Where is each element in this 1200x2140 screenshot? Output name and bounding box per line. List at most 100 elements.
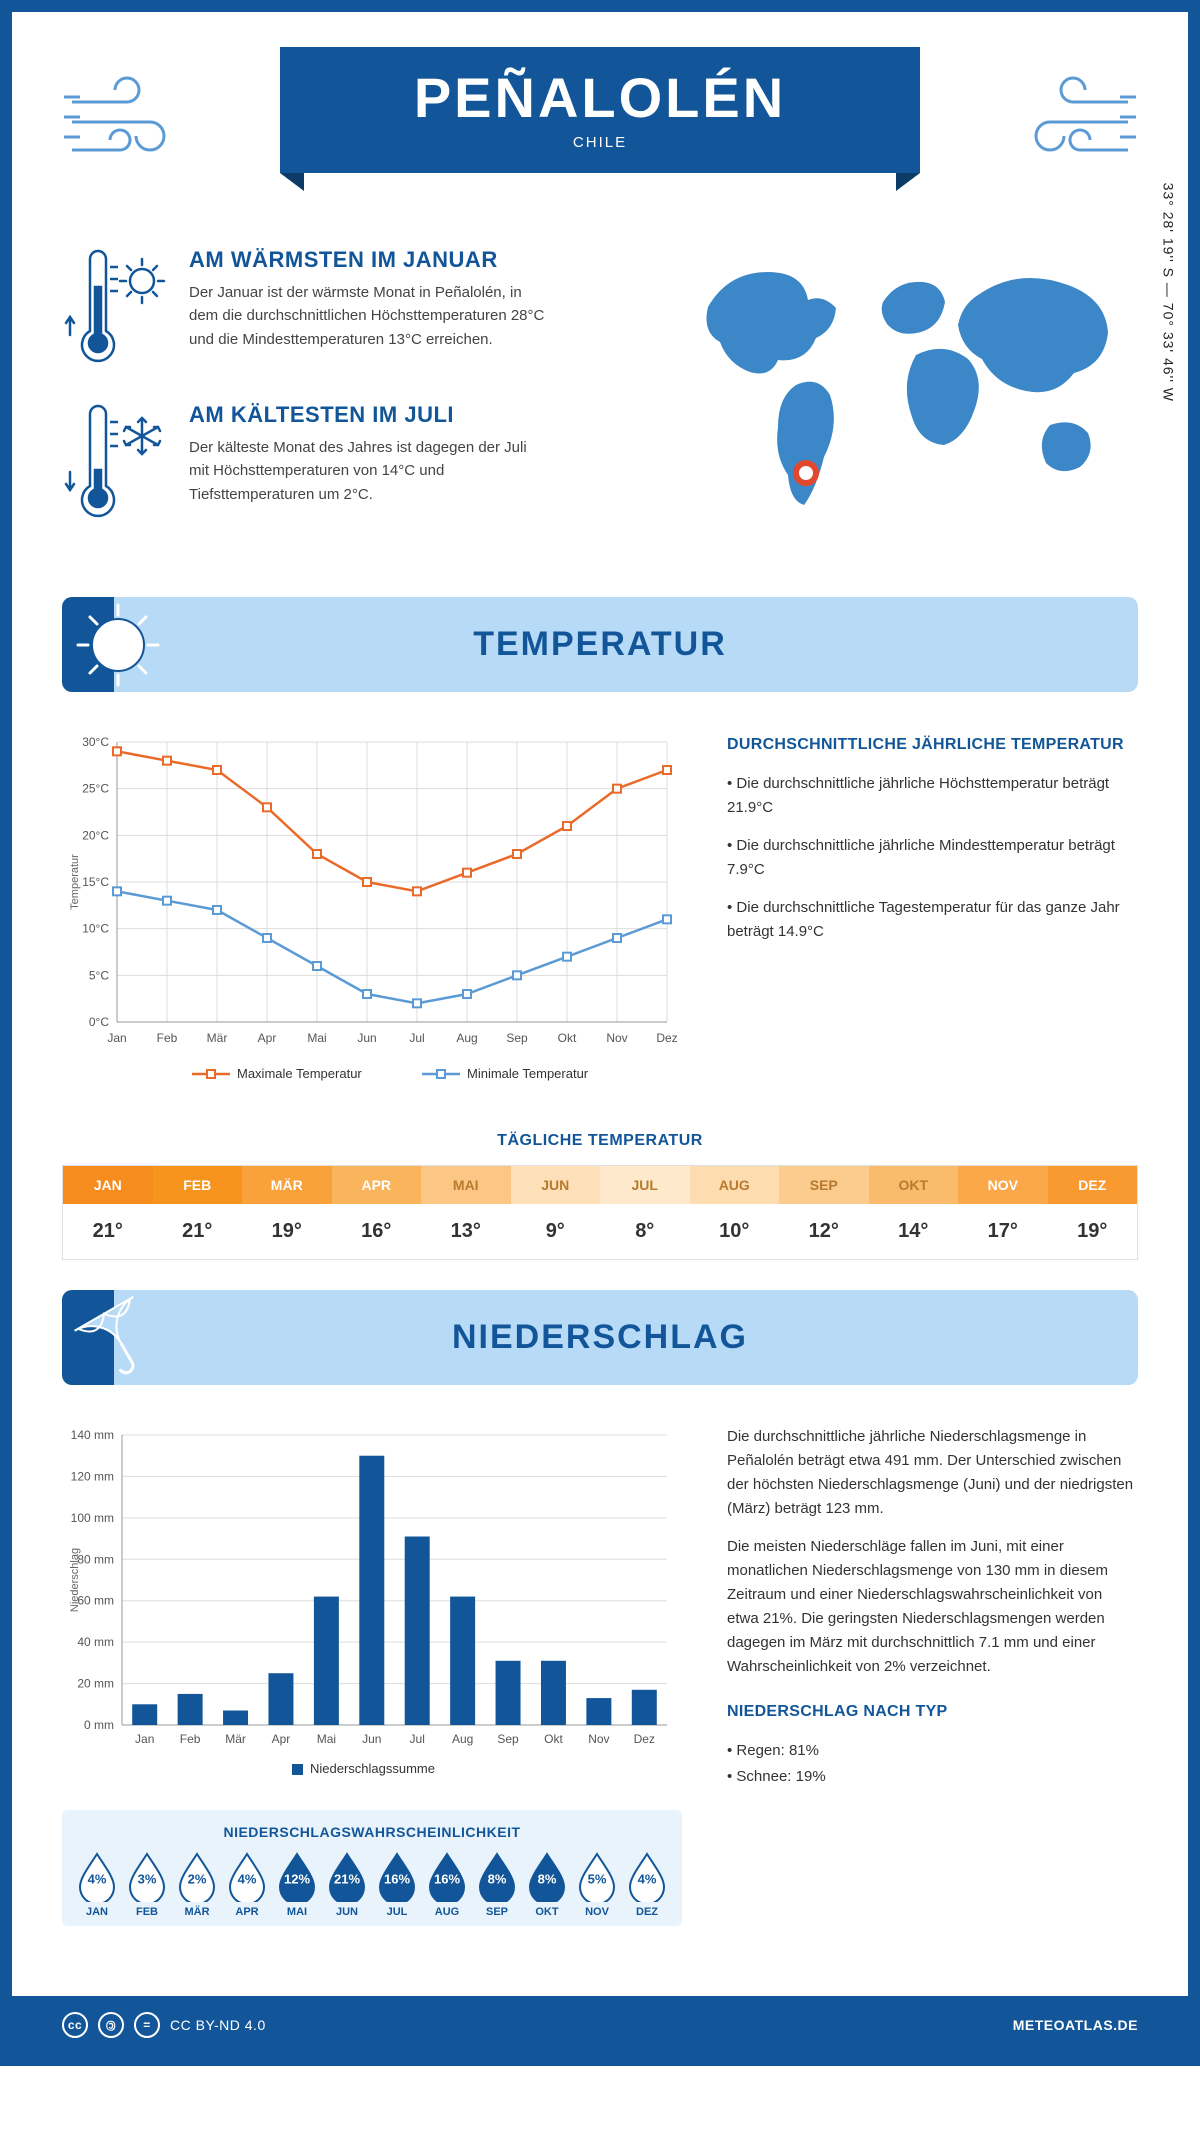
drop-icon: 21% bbox=[326, 1850, 368, 1902]
footer: cc 🄯 = CC BY-ND 4.0 METEOATLAS.DE bbox=[12, 1996, 1188, 2054]
svg-text:60 mm: 60 mm bbox=[77, 1594, 114, 1608]
svg-text:80 mm: 80 mm bbox=[77, 1552, 114, 1566]
svg-text:Nov: Nov bbox=[588, 1732, 609, 1746]
svg-text:Niederschlagssumme: Niederschlagssumme bbox=[310, 1761, 435, 1776]
site-name: METEOATLAS.DE bbox=[1013, 2017, 1138, 2033]
svg-text:140 mm: 140 mm bbox=[71, 1428, 114, 1442]
drop-icon: 4% bbox=[626, 1850, 668, 1902]
coldest-text: Der kälteste Monat des Jahres ist dagege… bbox=[189, 436, 549, 506]
prob-title: NIEDERSCHLAGSWAHRSCHEINLICHKEIT bbox=[72, 1824, 672, 1840]
temperature-line-chart: 0°C5°C10°C15°C20°C25°C30°CJanFebMärAprMa… bbox=[62, 732, 682, 1092]
title-ribbon: PEÑALOLÉN CHILE bbox=[280, 47, 920, 173]
svg-text:5°C: 5°C bbox=[89, 968, 109, 982]
drop-icon: 2% bbox=[176, 1850, 218, 1902]
svg-text:Apr: Apr bbox=[272, 1732, 291, 1746]
svg-text:Jan: Jan bbox=[107, 1031, 126, 1045]
svg-text:Minimale Temperatur: Minimale Temperatur bbox=[467, 1066, 589, 1081]
thermometer-cold-icon bbox=[62, 402, 167, 522]
svg-text:120 mm: 120 mm bbox=[71, 1469, 114, 1483]
world-map-wrap: 33° 28' 19'' S — 70° 33' 46'' W bbox=[678, 247, 1138, 557]
daily-temp-cell: FEB21° bbox=[153, 1166, 243, 1259]
daily-temp-cell: SEP12° bbox=[779, 1166, 869, 1259]
precip-paragraph: Die meisten Niederschläge fallen im Juni… bbox=[727, 1535, 1138, 1679]
coldest-block: AM KÄLTESTEN IM JULI Der kälteste Monat … bbox=[62, 402, 638, 522]
svg-text:0°C: 0°C bbox=[89, 1015, 109, 1029]
drop-icon: 4% bbox=[226, 1850, 268, 1902]
svg-text:Jul: Jul bbox=[409, 1031, 424, 1045]
drop-icon: 16% bbox=[376, 1850, 418, 1902]
precip-type-bullet: • Regen: 81% bbox=[727, 1739, 1138, 1763]
svg-text:Mär: Mär bbox=[225, 1732, 246, 1746]
precip-probability-box: NIEDERSCHLAGSWAHRSCHEINLICHKEIT 4%JAN3%F… bbox=[62, 1810, 682, 1926]
svg-text:Aug: Aug bbox=[452, 1732, 473, 1746]
svg-text:10°C: 10°C bbox=[82, 922, 109, 936]
precip-title: NIEDERSCHLAG bbox=[452, 1318, 748, 1357]
svg-text:Temperatur: Temperatur bbox=[69, 854, 81, 910]
svg-text:30°C: 30°C bbox=[82, 735, 109, 749]
prob-cell: 8%OKT bbox=[522, 1850, 572, 1918]
page-frame: PEÑALOLÉN CHILE bbox=[0, 0, 1200, 2066]
prob-cell: 12%MAI bbox=[272, 1850, 322, 1918]
warmest-text: Der Januar ist der wärmste Monat in Peña… bbox=[189, 281, 549, 351]
svg-text:Sep: Sep bbox=[506, 1031, 528, 1045]
umbrella-icon bbox=[74, 1294, 162, 1382]
svg-text:Mai: Mai bbox=[307, 1031, 326, 1045]
daily-temp-cell: DEZ19° bbox=[1048, 1166, 1138, 1259]
daily-temp-cell: OKT14° bbox=[869, 1166, 959, 1259]
svg-text:0 mm: 0 mm bbox=[84, 1718, 114, 1732]
location-marker-icon bbox=[795, 462, 817, 484]
temp-bullet: • Die durchschnittliche Tagestemperatur … bbox=[727, 896, 1138, 944]
temp-bullet: • Die durchschnittliche jährliche Mindes… bbox=[727, 834, 1138, 882]
drop-icon: 8% bbox=[526, 1850, 568, 1902]
coldest-title: AM KÄLTESTEN IM JULI bbox=[189, 402, 549, 428]
svg-text:Mai: Mai bbox=[317, 1732, 336, 1746]
license-text: CC BY-ND 4.0 bbox=[170, 2017, 266, 2033]
sun-icon bbox=[74, 601, 162, 689]
precip-paragraph: Die durchschnittliche jährliche Niedersc… bbox=[727, 1425, 1138, 1521]
daily-temp-strip: JAN21°FEB21°MÄR19°APR16°MAI13°JUN9°JUL8°… bbox=[62, 1165, 1138, 1260]
svg-text:Feb: Feb bbox=[157, 1031, 178, 1045]
prob-cell: 4%APR bbox=[222, 1850, 272, 1918]
license-block: cc 🄯 = CC BY-ND 4.0 bbox=[62, 2012, 266, 2038]
svg-text:25°C: 25°C bbox=[82, 782, 109, 796]
prob-cell: 4%JAN bbox=[72, 1850, 122, 1918]
content: PEÑALOLÉN CHILE bbox=[12, 12, 1188, 1996]
daily-temp-title: TÄGLICHE TEMPERATUR bbox=[62, 1132, 1138, 1150]
daily-temp-cell: JUN9° bbox=[511, 1166, 601, 1259]
svg-text:Jul: Jul bbox=[410, 1732, 425, 1746]
daily-temp-cell: JUL8° bbox=[600, 1166, 690, 1259]
drop-icon: 12% bbox=[276, 1850, 318, 1902]
daily-temp-cell: AUG10° bbox=[690, 1166, 780, 1259]
prob-cell: 3%FEB bbox=[122, 1850, 172, 1918]
by-icon: 🄯 bbox=[98, 2012, 124, 2038]
drop-icon: 5% bbox=[576, 1850, 618, 1902]
daily-temp-cell: APR16° bbox=[332, 1166, 422, 1259]
drop-icon: 8% bbox=[476, 1850, 518, 1902]
svg-text:Aug: Aug bbox=[456, 1031, 477, 1045]
svg-text:Apr: Apr bbox=[258, 1031, 277, 1045]
svg-text:Sep: Sep bbox=[497, 1732, 519, 1746]
country-name: CHILE bbox=[340, 134, 860, 151]
precip-section-head: NIEDERSCHLAG bbox=[62, 1290, 1138, 1385]
wind-icon-left bbox=[62, 67, 192, 177]
coordinates: 33° 28' 19'' S — 70° 33' 46'' W bbox=[1160, 183, 1176, 402]
svg-text:Nov: Nov bbox=[606, 1031, 627, 1045]
prob-cell: 8%SEP bbox=[472, 1850, 522, 1918]
svg-text:Feb: Feb bbox=[180, 1732, 201, 1746]
svg-text:Dez: Dez bbox=[656, 1031, 677, 1045]
wind-icon-right bbox=[1008, 67, 1138, 177]
drop-icon: 3% bbox=[126, 1850, 168, 1902]
svg-text:40 mm: 40 mm bbox=[77, 1635, 114, 1649]
drop-icon: 4% bbox=[76, 1850, 118, 1902]
svg-text:Maximale Temperatur: Maximale Temperatur bbox=[237, 1066, 362, 1081]
prob-cell: 21%JUN bbox=[322, 1850, 372, 1918]
temp-bullet: • Die durchschnittliche jährliche Höchst… bbox=[727, 772, 1138, 820]
city-name: PEÑALOLÉN bbox=[340, 65, 860, 130]
svg-text:Mär: Mär bbox=[207, 1031, 228, 1045]
intro-section: AM WÄRMSTEN IM JANUAR Der Januar ist der… bbox=[62, 247, 1138, 557]
prob-cell: 4%DEZ bbox=[622, 1850, 672, 1918]
temperature-section-head: TEMPERATUR bbox=[62, 597, 1138, 692]
prob-cell: 5%NOV bbox=[572, 1850, 622, 1918]
daily-temp-cell: NOV17° bbox=[958, 1166, 1048, 1259]
svg-text:Okt: Okt bbox=[544, 1732, 563, 1746]
